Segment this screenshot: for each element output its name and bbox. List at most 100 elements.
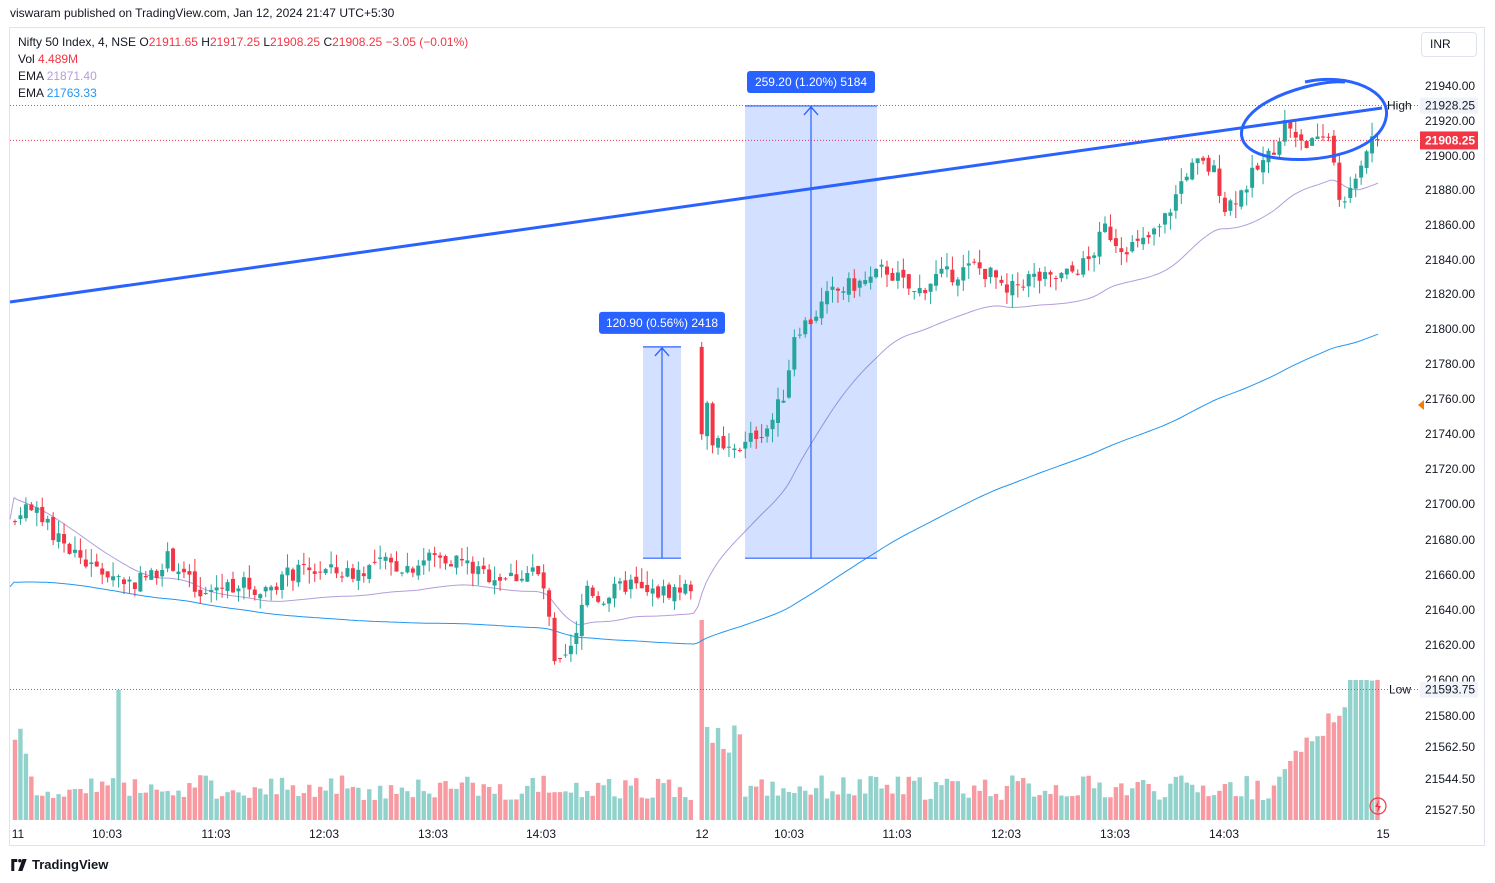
candle-body	[132, 582, 137, 589]
candle-body	[1097, 231, 1102, 257]
volume-bar	[1173, 776, 1179, 820]
legend-ema1-row: EMA 21871.40	[18, 68, 468, 85]
volume-bar	[1233, 796, 1238, 820]
volume-bar	[1081, 776, 1086, 820]
user-drawings	[9, 77, 1388, 815]
volume-bar	[181, 796, 187, 820]
volume-bar	[1282, 769, 1288, 820]
volume-bar	[187, 783, 192, 820]
candle-body	[383, 556, 388, 561]
volume-bar	[623, 780, 628, 820]
candle-body	[1212, 165, 1216, 173]
footer-brand-name: TradingView	[32, 857, 109, 872]
chart-legend: Nifty 50 Index, 4, NSE O21911.65 H21917.…	[18, 34, 468, 102]
candle-body	[1179, 181, 1184, 194]
candle-body	[350, 568, 355, 579]
volume-bar	[754, 786, 759, 820]
volume-bar	[726, 752, 732, 820]
volume-bar	[377, 785, 383, 820]
currency-button[interactable]: INR	[1421, 32, 1477, 57]
legend-high: 21917.25	[209, 35, 260, 49]
volume-bar	[917, 777, 922, 820]
candle-body	[111, 576, 116, 581]
volume-bar	[819, 775, 824, 820]
y-tick-label: 21580.00	[1425, 709, 1475, 723]
candle-body	[1331, 135, 1336, 163]
candle-body	[421, 560, 426, 566]
candle-body	[285, 567, 290, 576]
candle-body	[890, 272, 895, 281]
candle-body	[683, 583, 688, 594]
volume-bar	[715, 727, 721, 820]
candle-body	[650, 588, 655, 594]
candle-body	[601, 603, 606, 605]
volume-bar	[361, 799, 366, 820]
candle-body	[1010, 280, 1015, 296]
candle-body	[710, 403, 715, 446]
legend-open: 21911.65	[148, 35, 198, 49]
volume-bar	[993, 793, 999, 820]
volume-bar	[901, 794, 906, 820]
candle-body	[590, 587, 595, 596]
volume-bar	[170, 795, 176, 820]
legend-close: 21908.25	[332, 35, 383, 49]
candle-body	[160, 569, 165, 577]
candle-body	[154, 570, 159, 579]
volume-bar	[939, 785, 944, 820]
candle-body	[1103, 223, 1107, 232]
volume-bar	[666, 779, 672, 820]
candle-body	[378, 557, 383, 559]
x-tick-label: 15	[1376, 827, 1390, 841]
candle-body	[917, 288, 922, 294]
candle-body	[1064, 268, 1069, 275]
candle-body	[1141, 237, 1146, 245]
volume-bar	[628, 785, 634, 820]
volume-bar	[1021, 777, 1026, 820]
volume-bar	[209, 780, 214, 820]
candle-body	[667, 584, 671, 598]
volume-bar	[1015, 781, 1020, 820]
candle-body	[258, 594, 263, 599]
candle-body	[470, 561, 475, 574]
volume-bar	[416, 779, 421, 820]
volume-bar	[737, 734, 743, 820]
legend-ema2-row: EMA 21763.33	[18, 85, 468, 102]
y-tick-label: 21840.00	[1425, 253, 1475, 267]
candle-body	[770, 419, 775, 430]
candle-body	[726, 446, 731, 448]
volume-bar	[61, 796, 67, 820]
volume-bar	[1119, 783, 1124, 820]
candle-body	[508, 572, 513, 577]
price-range-label: 259.20 (1.20%) 5184	[755, 75, 867, 89]
chart-frame[interactable]	[9, 27, 1485, 846]
volume-bar	[1315, 736, 1320, 820]
candle-body	[585, 585, 590, 606]
candle-body	[1043, 272, 1048, 279]
volume-bar	[868, 776, 873, 820]
volume-bar	[536, 791, 541, 820]
candle-body	[122, 579, 126, 585]
candle-body	[525, 572, 530, 582]
x-tick-label: 14:03	[526, 827, 556, 841]
volume-bar	[1184, 782, 1189, 820]
volume-bar	[258, 788, 263, 820]
high-price-box	[1420, 97, 1478, 114]
volume-bar	[1146, 784, 1151, 820]
volume-bar	[1375, 679, 1380, 820]
candle-body	[754, 430, 759, 440]
candle-body	[1190, 162, 1195, 180]
volume-bar	[334, 793, 339, 820]
volume-bar	[214, 798, 219, 820]
volume-bar	[459, 782, 465, 820]
candle-body	[323, 569, 328, 574]
volume-bar	[721, 748, 726, 820]
candle-body	[558, 658, 562, 660]
volume-bar	[841, 777, 846, 820]
candle-body	[634, 576, 639, 584]
volume-bar	[525, 785, 530, 820]
candle-body	[863, 280, 868, 285]
candle-body	[269, 586, 274, 591]
volume-bar	[1162, 797, 1168, 820]
volume-bar	[677, 787, 683, 820]
